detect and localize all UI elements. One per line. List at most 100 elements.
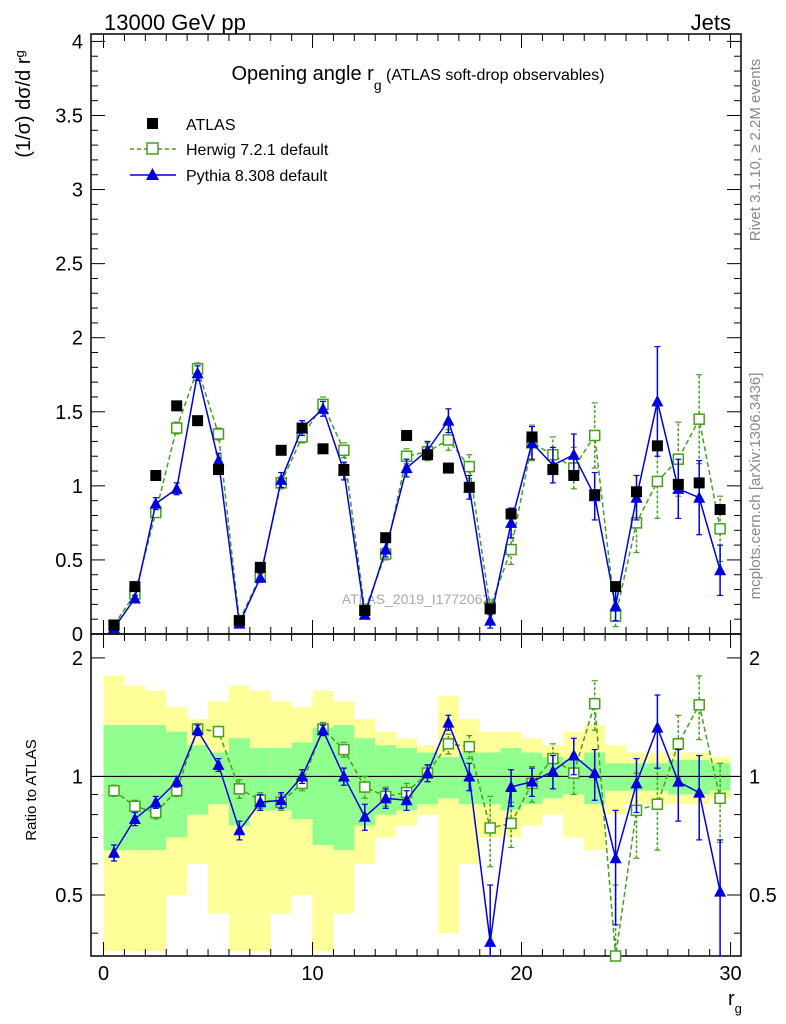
main-atlas-point: [421, 449, 433, 461]
band-outer: [437, 696, 459, 934]
ratio-pythia-point: [546, 764, 559, 777]
main-ytick-label: 3: [72, 180, 83, 202]
ratio-ytick-label-right: 2: [749, 648, 760, 670]
main-atlas-point: [296, 422, 308, 434]
ratio-pythia-point: [358, 810, 371, 822]
rivet-label: Rivet 3.1.10, ≥ 2.2M events: [747, 59, 764, 242]
ratio-pythia-line: [113, 720, 721, 943]
legend-entry-atlas: ATLAS: [147, 117, 236, 134]
x-axis-label-text: r: [728, 988, 735, 1010]
ratio-pythia-point: [316, 723, 329, 736]
header-left: 13000 GeV pp: [104, 10, 246, 35]
legend-marker-herwig: [146, 142, 159, 155]
ratio-pythia-point: [609, 851, 622, 864]
ratio-herwig-point: [484, 822, 496, 834]
legend-entry-pythia: Pythia 8.308 default: [130, 168, 328, 185]
ratio-pythia-point: [714, 885, 727, 897]
band-inner: [208, 752, 229, 805]
band-inner: [145, 725, 167, 851]
ratio-y-label: Ratio to ATLAS: [23, 739, 40, 840]
ratio-pythia-point: [525, 775, 538, 787]
main-pythia-point: [212, 454, 225, 466]
ratio-pythia-point: [651, 721, 664, 733]
main-atlas-point: [693, 477, 705, 489]
main-pythia-point: [275, 473, 288, 485]
ratio-herwig-point: [693, 699, 705, 711]
main-pythia-point: [316, 402, 329, 414]
ratio-herwig-point: [651, 798, 664, 810]
main-pythia-point: [254, 571, 267, 583]
ratio-pythia-point: [170, 775, 183, 787]
band-inner: [187, 745, 209, 815]
ratio-herwig-point: [338, 743, 350, 756]
main-panel-series: [107, 345, 727, 634]
x-axis-label: rg: [728, 988, 742, 1016]
main-atlas-point: [672, 478, 684, 490]
ratio-herwig-point: [672, 738, 685, 750]
plot-title: Opening angle rg (ATLAS soft-drop observ…: [231, 63, 604, 93]
main-atlas-point: [505, 508, 517, 520]
main-herwig-point: [338, 444, 350, 457]
main-pythia-point: [149, 497, 162, 509]
main-atlas-point: [442, 462, 454, 474]
main-pythia-point: [170, 482, 183, 494]
ratio-herwig-point: [108, 784, 120, 797]
ratio-pythia-point: [296, 769, 309, 782]
main-ytick-label: 4: [72, 31, 83, 53]
main-atlas-point: [630, 486, 642, 498]
main-atlas-point: [380, 532, 392, 544]
ratio-pythia-point: [379, 791, 392, 804]
main-atlas-point: [714, 504, 726, 516]
ratio-herwig-point: [714, 792, 726, 805]
legend-marker-atlas: [147, 118, 158, 129]
main-herwig-point: [170, 422, 183, 434]
main-herwig-point: [693, 413, 705, 425]
main-pythia-point: [505, 516, 518, 528]
x-tick-label: 10: [301, 963, 323, 985]
main-atlas-point: [651, 440, 663, 452]
main-pythia-point: [651, 394, 664, 407]
ratio-pythia-point: [107, 846, 120, 858]
ratio-pythia-point: [400, 793, 413, 806]
ratio-pythia-point: [212, 758, 225, 770]
ratio-herwig-point: [442, 738, 455, 750]
main-atlas-point: [338, 464, 350, 476]
main-atlas-point: [212, 464, 224, 476]
legend-entry-herwig: Herwig 7.2.1 default: [130, 142, 329, 159]
main-atlas-point: [150, 469, 162, 481]
x-tick-label: 20: [510, 963, 532, 985]
ratio-ytick-label-right: 0.5: [749, 885, 777, 907]
band-inner: [333, 725, 355, 851]
legend-marker-pythia: [146, 168, 159, 180]
main-pythia-line: [113, 373, 721, 629]
main-pythia-point: [693, 491, 706, 503]
main-ytick-label: 2: [72, 328, 83, 350]
main-atlas-point: [484, 603, 496, 615]
ratio-herwig-point: [588, 697, 601, 710]
legend-label-herwig: Herwig 7.2.1 default: [186, 142, 329, 159]
ratio-pythia-point: [672, 775, 685, 787]
plot-title-rest: (ATLAS soft-drop observables): [382, 67, 605, 84]
legend-label-pythia: Pythia 8.308 default: [186, 168, 328, 185]
main-pythia-point: [379, 543, 392, 555]
ratio-pythia-point: [630, 776, 643, 789]
main-atlas-point: [401, 429, 413, 441]
main-atlas-point: [547, 464, 559, 476]
main-pythia-point: [714, 563, 727, 576]
x-tick-label: 30: [719, 963, 741, 985]
main-pythia-point: [442, 414, 455, 426]
ratio-pythia-point: [505, 780, 518, 793]
main-atlas-point: [192, 415, 204, 427]
ratio-pythia-point: [233, 823, 246, 836]
main-y-label-text: (1/σ) dσ/d r: [13, 57, 35, 158]
ratio-herwig-point: [233, 783, 246, 795]
ratio-herwig-point: [505, 817, 517, 830]
main-pythia-point: [128, 591, 141, 604]
main-ytick-label: 0.5: [55, 550, 83, 572]
main-atlas-point: [526, 431, 538, 443]
legend-label-atlas: ATLAS: [186, 117, 236, 134]
main-pythia-point: [609, 599, 622, 611]
mcplots-label: mcplots.cern.ch [arXiv:1306.3436]: [747, 373, 764, 600]
ratio-herwig-point: [463, 740, 476, 753]
